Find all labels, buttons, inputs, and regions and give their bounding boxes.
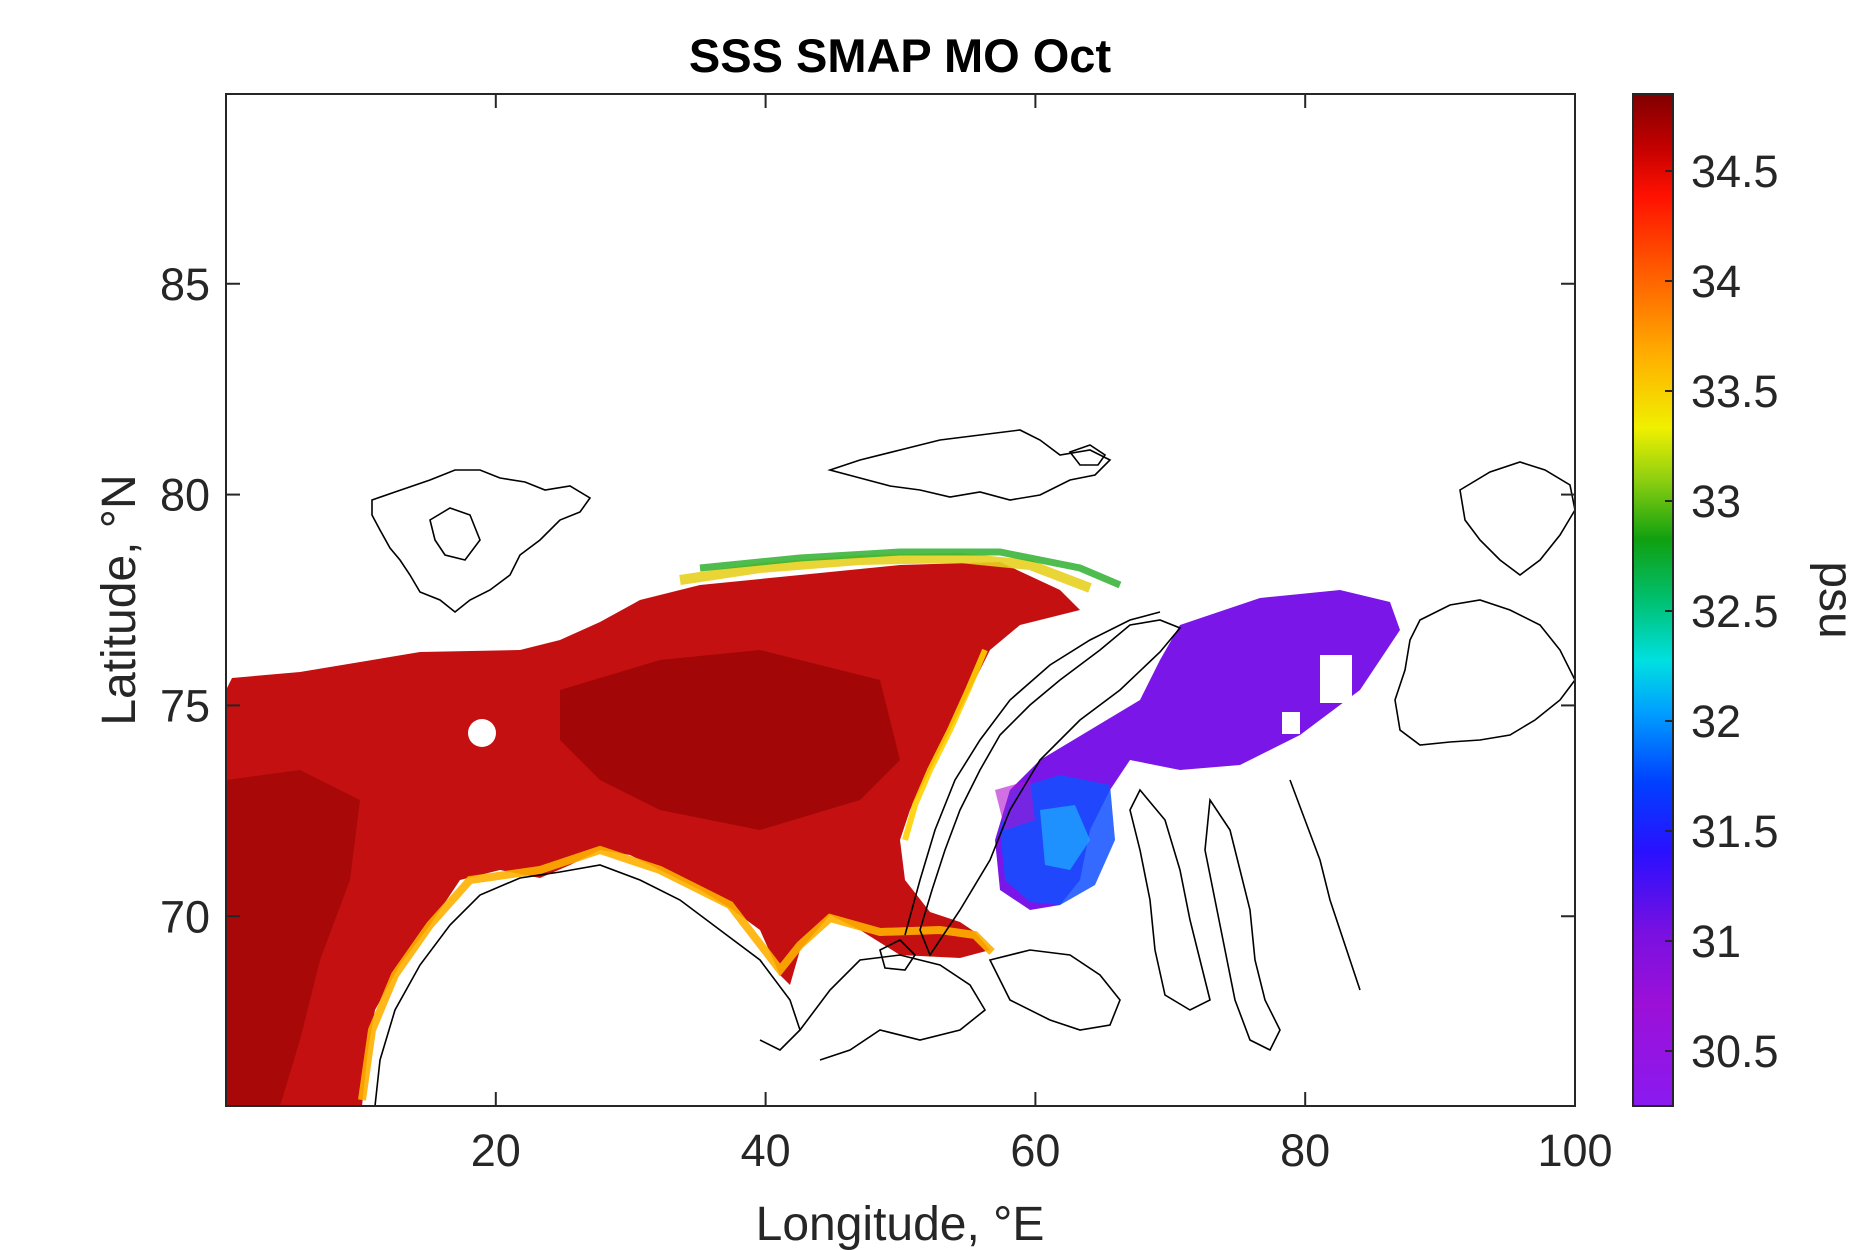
northern-frontal-fringe	[679, 552, 1092, 593]
x-tick-label: 40	[741, 1125, 791, 1176]
coastline-yenisei	[1289, 779, 1361, 991]
kara-cyan-patch	[1040, 805, 1090, 870]
x-axis-label: Longitude, °E	[756, 1198, 1045, 1250]
coastline-taymyr	[1394, 599, 1575, 746]
coastline-franz-josef-east	[1068, 444, 1107, 466]
y-axis-ticks: 70 75 80 85	[160, 259, 1575, 942]
x-axis-ticks: 20 40 60 80 100	[471, 94, 1613, 1176]
y-tick-label: 80	[160, 470, 210, 521]
colorbar-tick-label: 34	[1691, 256, 1741, 307]
barents-dark-core	[560, 650, 900, 830]
kara-low-salinity-region	[995, 590, 1400, 910]
coastline-yamal	[1129, 788, 1211, 1011]
colorbar-tick-label: 32	[1691, 696, 1741, 747]
kara-magenta-patch	[995, 780, 1035, 830]
coastline-white-sea	[799, 954, 987, 1061]
colorbar-tick-label: 31.5	[1691, 806, 1779, 857]
y-tick-label: 70	[160, 891, 210, 942]
kara-edge-fringe	[902, 648, 988, 841]
island-gap-novaya	[1320, 655, 1352, 703]
coastline-franz-josef	[827, 429, 1112, 501]
y-tick-label: 85	[160, 259, 210, 310]
x-tick-label: 80	[1280, 1125, 1330, 1176]
colorbar-tick-label: 31	[1691, 916, 1741, 967]
x-tick-label: 20	[471, 1125, 521, 1176]
coastline-severnaya-zemlya	[1459, 461, 1575, 576]
island-gap-bear	[468, 719, 496, 747]
coastline-novaya-zemlya-outer	[904, 611, 1161, 936]
x-tick-label: 60	[1010, 1125, 1060, 1176]
salinity-field	[226, 548, 1400, 1106]
x-tick-label: 100	[1537, 1125, 1612, 1176]
y-tick-label: 75	[160, 680, 210, 731]
coastline-svalbard	[371, 469, 592, 614]
colorbar-tick-label: 32.5	[1691, 586, 1779, 637]
colorbar-tick-label: 33	[1691, 476, 1741, 527]
western-dark-core	[226, 770, 360, 1106]
coastline-kolguev	[879, 939, 917, 971]
map-axes-frame	[225, 93, 1576, 1107]
northern-green-fringe	[699, 548, 1122, 589]
coastal-warm-fringe	[358, 845, 995, 1101]
y-axis-label: Latitude, °N	[93, 474, 146, 725]
figure-title: SSS SMAP MO Oct	[689, 29, 1112, 82]
colorbar-tick-label: 30.5	[1691, 1026, 1779, 1077]
colorbar-tick-label: 34.5	[1691, 146, 1779, 197]
colorbar	[1632, 93, 1674, 1107]
coastlines	[371, 429, 1575, 1106]
coastline-ob-gulf	[1204, 797, 1281, 1052]
coastline-norway-kola	[374, 864, 801, 1106]
coastline-novaya-zemlya	[919, 619, 1182, 957]
colorbar-ticks: 30.5 31 31.5 32 32.5 33 33.5 34 34.5	[1665, 146, 1779, 1077]
coastline-pechora	[988, 949, 1121, 1031]
coastline-svalbard-inner	[429, 507, 481, 561]
colorbar-tick-label: 33.5	[1691, 366, 1779, 417]
island-gap-small	[1282, 712, 1300, 734]
colorbar-label: psu	[1809, 561, 1862, 638]
